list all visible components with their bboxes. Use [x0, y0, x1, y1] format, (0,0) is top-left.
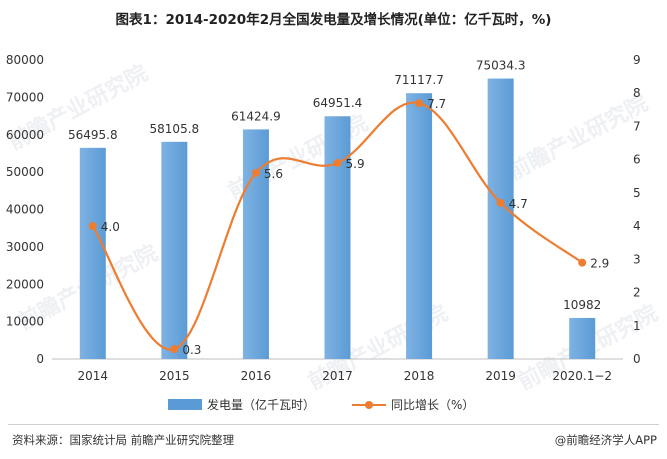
bar [161, 141, 188, 359]
growth-value-label: 5.9 [346, 157, 365, 171]
legend-line-marker [365, 401, 373, 409]
x-tick-label: 2018 [404, 369, 435, 383]
y-left-tick-label: 10000 [6, 315, 44, 329]
y-right-tick-label: 1 [633, 319, 641, 333]
y-right-tick-label: 9 [633, 53, 641, 67]
bar-value-label: 75034.3 [476, 59, 526, 73]
growth-point [496, 198, 505, 207]
growth-point [88, 222, 97, 231]
legend-line-label: 同比增长（%） [391, 398, 474, 412]
growth-point [170, 345, 179, 354]
growth-value-label: 5.6 [264, 167, 283, 181]
x-tick-label: 2015 [159, 369, 190, 383]
x-tick-label: 2014 [78, 369, 109, 383]
source-note: 资料来源：国家统计局 前瞻产业研究院整理 [12, 433, 235, 447]
footer-divider [8, 424, 659, 425]
growth-point [251, 168, 260, 177]
bar-value-label: 61424.9 [231, 109, 281, 123]
y-left-tick-label: 40000 [6, 203, 44, 217]
bar [324, 116, 351, 359]
y-left-tick-label: 0 [36, 352, 44, 366]
y-left-tick-label: 20000 [6, 277, 44, 291]
growth-value-label: 7.7 [427, 97, 446, 111]
y-left-tick-label: 60000 [6, 128, 44, 142]
bar-value-label: 71117.7 [394, 73, 444, 87]
bar-value-label: 58105.8 [150, 122, 200, 136]
bar [79, 147, 106, 359]
y-right-tick-label: 3 [633, 252, 641, 266]
y-right-tick-label: 6 [633, 153, 641, 167]
legend-bar-swatch [168, 399, 202, 410]
y-right-tick-label: 0 [633, 352, 641, 366]
bar [406, 93, 433, 359]
bar [242, 129, 269, 359]
y-left-tick-label: 80000 [6, 53, 44, 67]
chart-title: 图表1：2014-2020年2月全国发电量及增长情况(单位：亿千瓦时，%) [115, 12, 552, 28]
growth-value-label: 2.9 [590, 257, 609, 271]
brand-credit: @前瞻经济学人APP [554, 433, 657, 447]
y-left-tick-label: 50000 [6, 165, 44, 179]
y-right-tick-label: 7 [633, 119, 641, 133]
x-tick-label: 2017 [322, 369, 353, 383]
x-tick-label: 2019 [485, 369, 516, 383]
growth-value-label: 4.0 [101, 220, 120, 234]
y-right-tick-label: 5 [633, 186, 641, 200]
growth-point [333, 158, 342, 167]
legend-bar-label: 发电量（亿千瓦时） [207, 397, 315, 412]
growth-value-label: 4.7 [509, 197, 528, 211]
x-tick-label: 2020.1−2 [552, 369, 612, 383]
y-right-tick-label: 4 [633, 219, 641, 233]
y-right-tick-label: 2 [633, 286, 641, 300]
bar [487, 78, 514, 360]
bar-value-label: 64951.4 [313, 96, 363, 110]
bar-value-label: 56495.8 [68, 128, 118, 142]
bar-value-label: 10982 [563, 298, 601, 312]
bar [569, 317, 596, 359]
y-left-tick-label: 30000 [6, 240, 44, 254]
y-right-tick-label: 8 [633, 86, 641, 100]
growth-point [578, 258, 587, 267]
growth-point [415, 99, 424, 108]
x-tick-label: 2016 [241, 369, 272, 383]
y-left-tick-label: 70000 [6, 90, 44, 104]
combo-chart: 0 10000 20000 30000 40000 50000 60000 70000 8000… [6, 53, 641, 412]
growth-value-label: 0.3 [182, 343, 201, 357]
